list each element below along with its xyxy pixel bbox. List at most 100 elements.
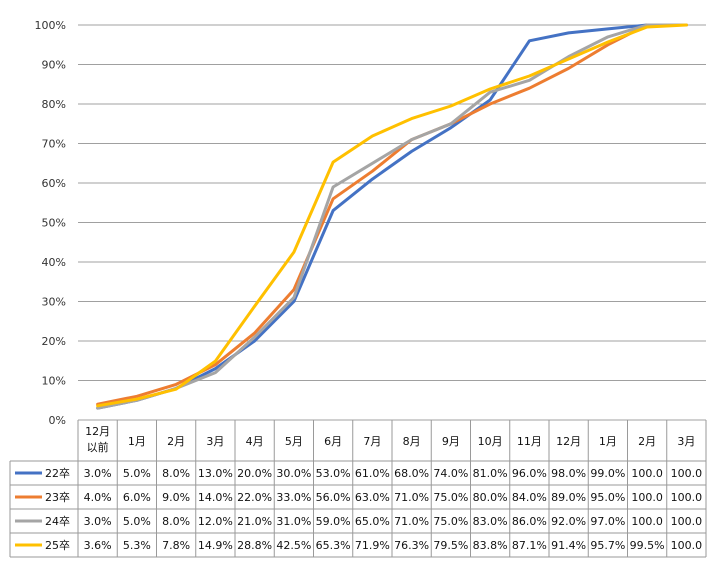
data-label: 79.5% <box>433 539 468 552</box>
data-label: 6.0% <box>123 491 151 504</box>
category-label: 11月 <box>517 435 542 448</box>
data-label: 71.9% <box>355 539 390 552</box>
y-tick-label: 70% <box>42 138 66 151</box>
y-tick-label: 50% <box>42 217 66 230</box>
data-label: 71.0% <box>394 515 429 528</box>
data-label: 81.0% <box>473 467 508 480</box>
data-label: 65.0% <box>355 515 390 528</box>
category-label: 2月 <box>167 435 185 448</box>
data-label: 84.0% <box>512 491 547 504</box>
y-tick-label: 40% <box>42 256 66 269</box>
data-label: 21.0% <box>237 515 272 528</box>
data-label: 22.0% <box>237 491 272 504</box>
category-label: 8月 <box>403 435 421 448</box>
data-label: 7.8% <box>162 539 190 552</box>
data-label: 100.0 <box>631 491 663 504</box>
data-label: 65.3% <box>316 539 351 552</box>
series-line-25卒 <box>96 23 688 408</box>
y-tick-label: 80% <box>42 98 66 111</box>
legend-series-name: 22卒 <box>45 466 70 480</box>
data-label: 99.5% <box>630 539 665 552</box>
legend-series-name: 25卒 <box>45 538 70 552</box>
data-label: 30.0% <box>276 467 311 480</box>
data-label: 75.0% <box>433 515 468 528</box>
data-label: 95.0% <box>590 491 625 504</box>
data-label: 56.0% <box>316 491 351 504</box>
data-label: 97.0% <box>590 515 625 528</box>
data-label: 98.0% <box>551 467 586 480</box>
y-tick-label: 90% <box>42 59 66 72</box>
data-label: 91.4% <box>551 539 586 552</box>
data-label: 71.0% <box>394 491 429 504</box>
data-label: 8.0% <box>162 467 190 480</box>
category-label: 10月 <box>478 435 503 448</box>
data-label: 74.0% <box>433 467 468 480</box>
y-tick-label: 10% <box>42 375 66 388</box>
data-label: 53.0% <box>316 467 351 480</box>
data-label: 31.0% <box>276 515 311 528</box>
y-tick-label: 60% <box>42 177 66 190</box>
category-label: 2月 <box>638 435 656 448</box>
data-label: 4.0% <box>84 491 112 504</box>
data-label: 3.0% <box>84 515 112 528</box>
y-tick-label: 30% <box>42 296 66 309</box>
data-label: 63.0% <box>355 491 390 504</box>
data-label: 42.5% <box>276 539 311 552</box>
data-label: 86.0% <box>512 515 547 528</box>
data-label: 100.0 <box>671 539 703 552</box>
data-label: 99.0% <box>590 467 625 480</box>
data-label: 68.0% <box>394 467 429 480</box>
data-label: 14.9% <box>198 539 233 552</box>
data-label: 33.0% <box>276 491 311 504</box>
data-label: 95.7% <box>590 539 625 552</box>
data-label: 100.0 <box>671 467 703 480</box>
data-label: 5.3% <box>123 539 151 552</box>
data-label: 89.0% <box>551 491 586 504</box>
series-line-22卒 <box>96 23 688 410</box>
data-label: 83.0% <box>473 515 508 528</box>
y-tick-label: 100% <box>35 19 66 32</box>
data-label: 96.0% <box>512 467 547 480</box>
legend-series-name: 23卒 <box>45 490 70 504</box>
data-label: 61.0% <box>355 467 390 480</box>
category-label: 9月 <box>442 435 460 448</box>
y-tick-label: 0% <box>49 414 66 427</box>
data-label: 75.0% <box>433 491 468 504</box>
data-label: 100.0 <box>631 515 663 528</box>
series-line-23卒 <box>96 23 688 406</box>
category-label: 6月 <box>324 435 342 448</box>
category-label: 7月 <box>363 435 381 448</box>
data-label: 83.8% <box>473 539 508 552</box>
data-label: 9.0% <box>162 491 190 504</box>
y-tick-label: 20% <box>42 335 66 348</box>
category-label: 以前 <box>87 440 109 454</box>
category-label: 3月 <box>206 435 224 448</box>
data-label: 92.0% <box>551 515 586 528</box>
category-label: 1月 <box>599 435 617 448</box>
category-label: 12月 <box>85 425 110 438</box>
data-label: 87.1% <box>512 539 547 552</box>
data-label: 14.0% <box>198 491 233 504</box>
data-label: 100.0 <box>671 515 703 528</box>
data-label: 20.0% <box>237 467 272 480</box>
data-label: 80.0% <box>473 491 508 504</box>
data-label: 5.0% <box>123 467 151 480</box>
data-label: 3.0% <box>84 467 112 480</box>
series-line-24卒 <box>96 23 688 410</box>
data-label: 100.0 <box>631 467 663 480</box>
data-label: 13.0% <box>198 467 233 480</box>
category-label: 3月 <box>677 435 695 448</box>
data-label: 59.0% <box>316 515 351 528</box>
data-label: 28.8% <box>237 539 272 552</box>
data-label: 76.3% <box>394 539 429 552</box>
data-label: 5.0% <box>123 515 151 528</box>
data-label: 12.0% <box>198 515 233 528</box>
category-label: 1月 <box>128 435 146 448</box>
category-label: 5月 <box>285 435 303 448</box>
data-label: 8.0% <box>162 515 190 528</box>
data-label: 100.0 <box>671 491 703 504</box>
category-label: 12月 <box>556 435 581 448</box>
category-label: 4月 <box>246 435 264 448</box>
